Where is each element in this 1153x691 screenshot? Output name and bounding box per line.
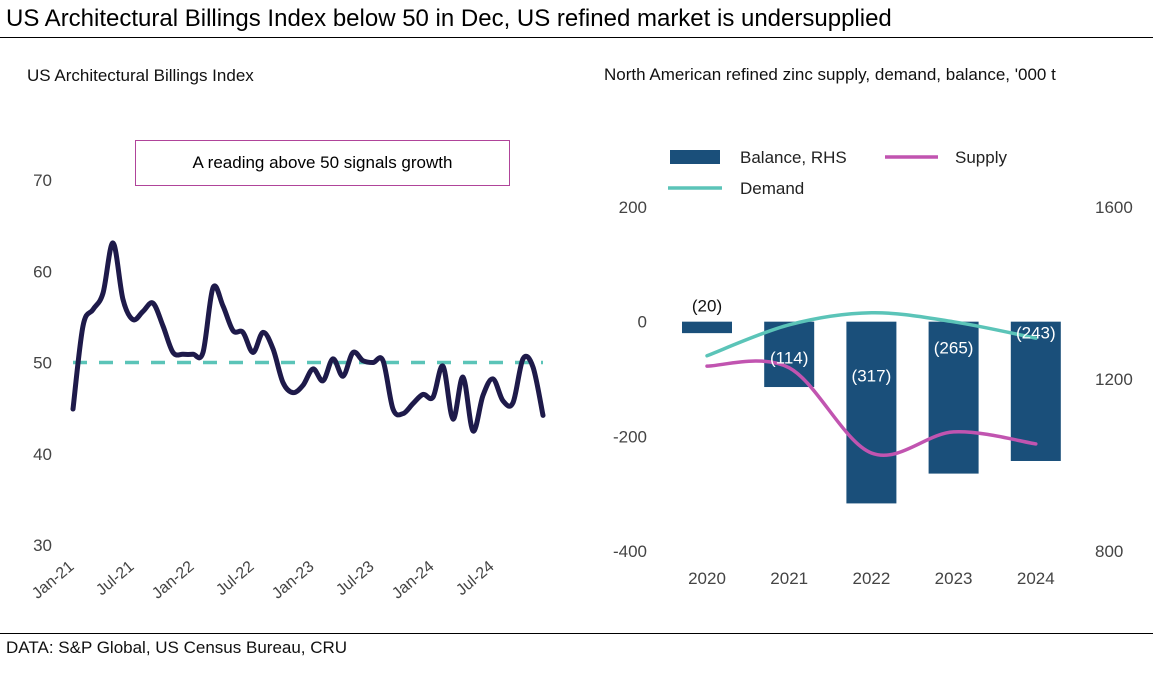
figure-title: US Architectural Billings Index below 50… (6, 5, 892, 32)
left-y-tick-label: 60 (33, 262, 52, 281)
left-x-tick-label: Jul-23 (333, 558, 377, 599)
balance-data-label: (243) (1016, 324, 1056, 343)
right-chart-left-y-tick: 200 (619, 198, 647, 217)
right-x-tick-label: 2024 (1017, 569, 1055, 588)
right-x-tick-label: 2023 (935, 569, 973, 588)
balance-data-label: (114) (770, 349, 808, 368)
footer-rule (0, 633, 1153, 634)
balance-bar (846, 321, 897, 504)
right-x-tick-label: 2021 (770, 569, 808, 588)
right-chart-left-y-tick: -400 (613, 542, 647, 561)
legend-label-demand: Demand (740, 179, 804, 198)
left-x-tick-label: Jul-22 (213, 558, 257, 599)
balance-bar (928, 321, 979, 474)
left-x-tick-label: Jul-21 (93, 558, 137, 599)
supply-line (705, 359, 1038, 457)
right-chart-right-y-tick: 800 (1095, 542, 1123, 561)
left-x-tick-label: Jan-21 (29, 558, 77, 603)
left-y-tick-label: 30 (33, 536, 52, 555)
balance-data-label: (265) (934, 339, 974, 358)
title-rule (0, 37, 1153, 38)
right-x-tick-label: 2020 (688, 569, 726, 588)
left-x-tick-label: Jul-24 (453, 558, 497, 599)
right-chart-right-y-tick: 1200 (1095, 370, 1133, 389)
left-x-tick-label: Jan-24 (389, 558, 437, 603)
right-chart-right-y-tick: 1600 (1095, 198, 1133, 217)
right-x-tick-label: 2022 (852, 569, 890, 588)
demand-line (705, 311, 1038, 358)
balance-data-label: (20) (692, 297, 722, 316)
right-chart-left-y-tick: -200 (613, 427, 647, 446)
balance-data-label: (317) (852, 367, 892, 386)
legend-swatch-balance (670, 150, 720, 164)
left-y-tick-label: 50 (33, 354, 52, 373)
left-x-tick-label: Jan-22 (149, 558, 197, 603)
balance-bar (1010, 321, 1061, 461)
annotation-box: A reading above 50 signals growth (135, 140, 510, 186)
right-chart-title: North American refined zinc supply, dema… (604, 65, 1056, 84)
left-chart-title: US Architectural Billings Index (27, 66, 254, 85)
balance-bar (764, 321, 815, 388)
left-y-tick-label: 70 (33, 171, 52, 190)
right-chart-left-y-tick: 0 (638, 313, 647, 332)
legend-label-balance: Balance, RHS (740, 148, 847, 167)
left-y-tick-label: 40 (33, 445, 52, 464)
left-x-tick-label: Jan-23 (269, 558, 317, 603)
legend-label-supply: Supply (955, 148, 1007, 167)
balance-bar (682, 321, 732, 334)
abi-line (70, 240, 546, 434)
source-note: DATA: S&P Global, US Census Bureau, CRU (6, 638, 348, 657)
